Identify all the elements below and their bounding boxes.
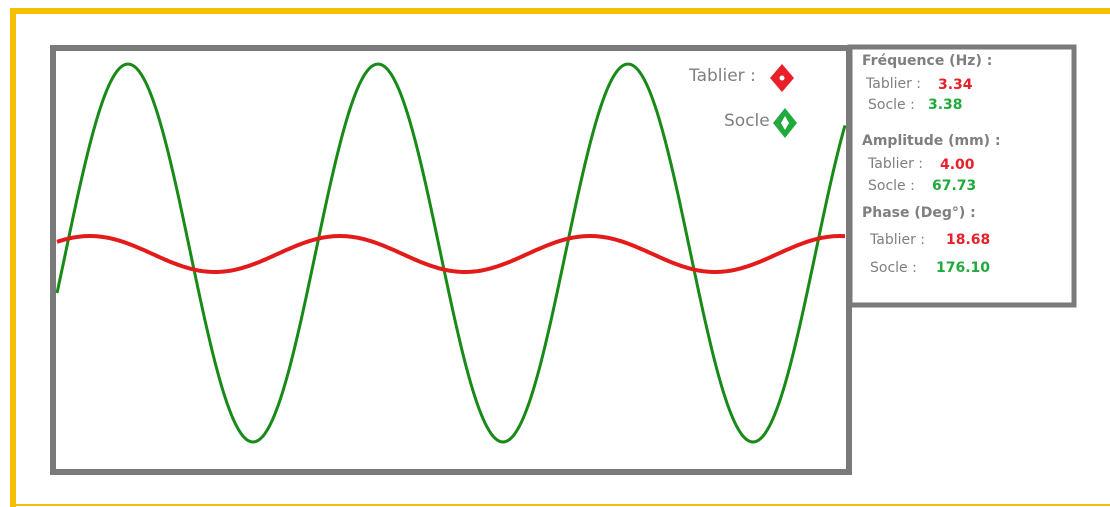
row-label: Socle : (868, 178, 915, 194)
row-value: 67.73 (932, 178, 977, 194)
frame-bottom (10, 504, 1110, 506)
tablier-icon (770, 64, 794, 92)
row-label: Socle : (870, 260, 917, 276)
row-value: 176.10 (936, 260, 991, 276)
row-value: 3.38 (928, 97, 963, 113)
plot-frame (50, 45, 852, 475)
frame-top (10, 8, 1110, 14)
frame-left (10, 8, 16, 507)
row-label: Tablier : (866, 76, 922, 92)
row-value: 18.68 (946, 232, 991, 248)
section-title: Phase (Deg°) : (862, 205, 976, 221)
socle-icon (773, 108, 797, 138)
socle-wave (55, 62, 847, 444)
tablier-wave (56, 234, 845, 274)
row-label: Socle : (868, 97, 915, 113)
row-label: Tablier : (868, 156, 924, 172)
section-title: Fréquence (Hz) : (862, 53, 993, 69)
legend-label: Tablier : (689, 66, 756, 86)
legend-label: Socle : (724, 111, 781, 131)
row-value: 4.00 (940, 157, 975, 173)
row-label: Tablier : (870, 232, 926, 248)
section-title: Amplitude (mm) : (862, 133, 1001, 149)
info-panel (847, 44, 1077, 308)
row-value: 3.34 (938, 77, 973, 93)
